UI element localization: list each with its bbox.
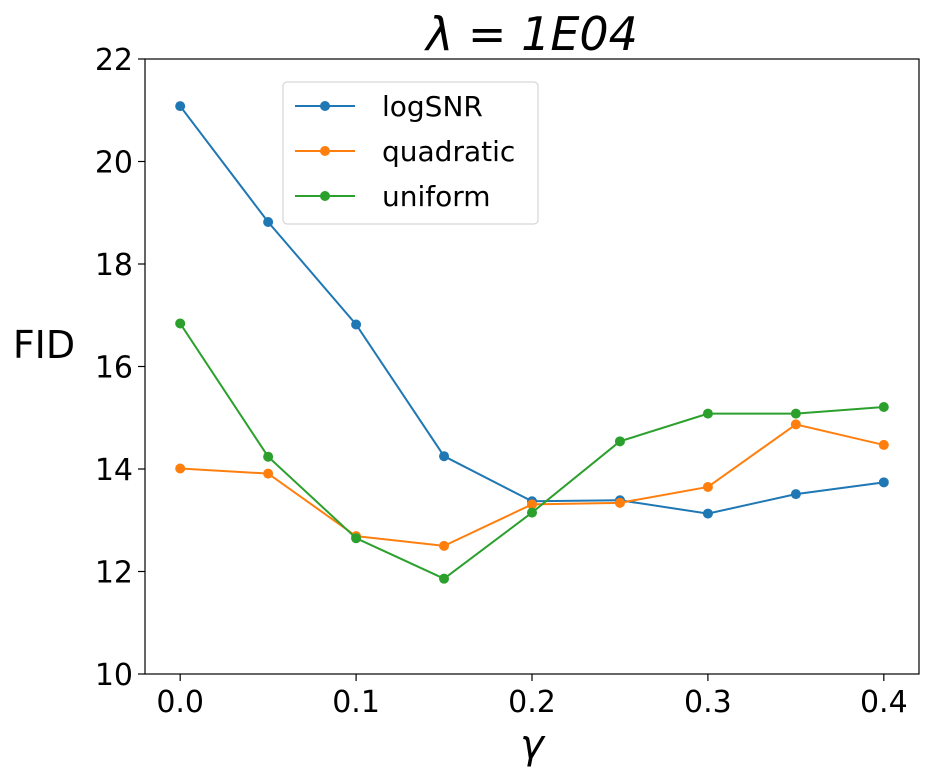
- legend-label-quadratic: quadratic: [382, 135, 515, 168]
- series-uniform: [175, 318, 889, 584]
- data-point-uniform: [702, 408, 713, 419]
- x-tick-label: 0.4: [860, 685, 908, 720]
- data-point-quadratic: [175, 463, 186, 474]
- data-point-logSNR: [439, 451, 450, 462]
- data-point-logSNR: [790, 489, 801, 500]
- series-line-uniform: [179, 322, 884, 580]
- x-tick-label: 0.2: [508, 685, 556, 720]
- data-point-logSNR: [702, 508, 713, 519]
- y-axis-label: FID: [13, 323, 75, 367]
- plot-frame: [144, 58, 920, 675]
- data-point-uniform: [263, 451, 274, 462]
- series-line-quadratic: [180, 423, 885, 547]
- data-point-quadratic: [439, 540, 450, 551]
- data-point-quadratic: [878, 439, 889, 450]
- data-point-quadratic: [263, 468, 274, 479]
- y-tick-label: 10: [95, 658, 133, 693]
- data-point-uniform: [175, 318, 186, 329]
- legend-label-uniform: uniform: [382, 180, 491, 213]
- legend-box: [282, 81, 539, 225]
- series-quadratic: [175, 419, 889, 551]
- data-point-uniform: [439, 573, 450, 584]
- legend-label-logSNR: logSNR: [382, 90, 483, 123]
- data-point-quadratic: [702, 481, 713, 492]
- data-point-uniform: [878, 401, 889, 412]
- x-axis-label: γ: [520, 722, 546, 768]
- data-point-logSNR: [175, 101, 186, 112]
- legend-marker-quadratic: [320, 146, 330, 156]
- x-tick-label: 0.1: [332, 685, 380, 720]
- y-tick-label: 12: [95, 556, 133, 591]
- data-point-quadratic: [790, 419, 801, 430]
- x-tick-label: 0.3: [684, 685, 732, 720]
- data-point-uniform: [790, 408, 801, 419]
- data-point-uniform: [351, 533, 362, 544]
- legend: logSNR quadratic uniform: [282, 81, 539, 225]
- data-point-logSNR: [878, 477, 889, 488]
- data-point-quadratic: [614, 497, 625, 508]
- data-point-logSNR: [351, 319, 362, 330]
- data-point-uniform: [527, 507, 537, 518]
- y-tick-label: 22: [95, 43, 133, 78]
- x-tick-label: 0.0: [156, 685, 204, 720]
- data-point-uniform: [614, 436, 625, 447]
- y-tick-label: 14: [95, 453, 133, 488]
- data-point-quadratic: [527, 499, 537, 510]
- y-tick-label: 18: [95, 248, 133, 283]
- legend-marker-logSNR: [320, 101, 330, 111]
- y-tick-label: 16: [95, 351, 133, 386]
- data-point-logSNR: [263, 216, 274, 227]
- legend-marker-uniform: [320, 191, 330, 201]
- y-tick-label: 20: [95, 146, 133, 181]
- chart-title: λ = 1E04: [423, 7, 638, 61]
